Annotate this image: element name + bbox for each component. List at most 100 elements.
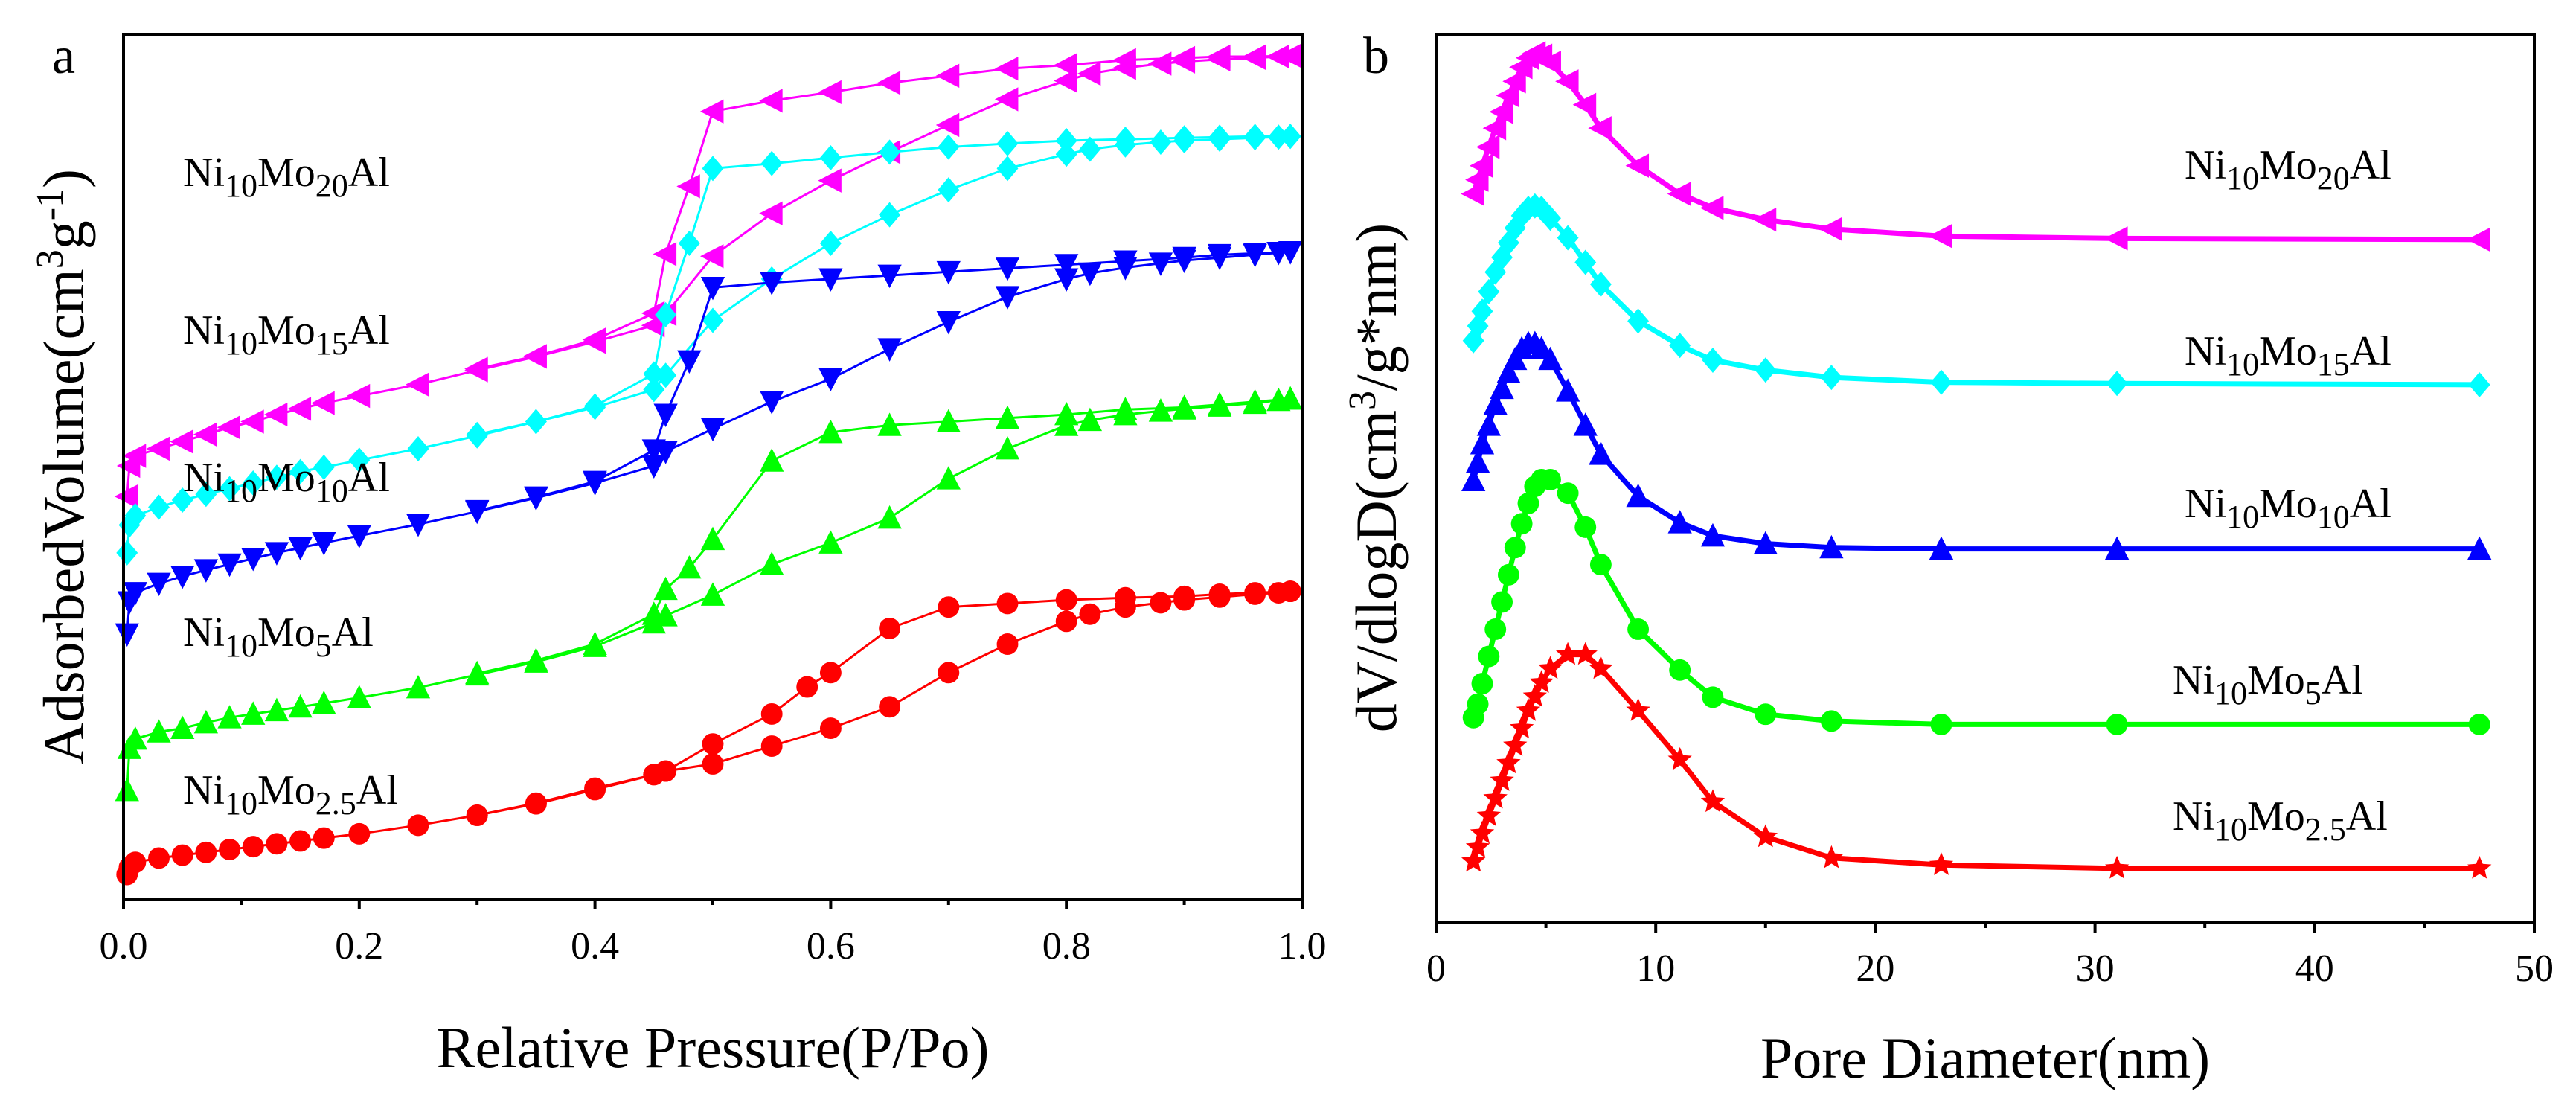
panel-b-series-4 xyxy=(1462,468,2490,735)
data-point xyxy=(1278,386,1303,410)
data-point xyxy=(1491,591,1513,613)
data-point xyxy=(348,447,371,473)
data-point xyxy=(1208,124,1231,150)
panel-a-series-label-2: Ni10Mo15Al xyxy=(183,307,390,362)
panel-a-series-labels: Ni10Mo20Al Ni10Mo15Al Ni10Mo10Al Ni10Mo5Al N… xyxy=(183,150,398,822)
data-point xyxy=(996,633,1019,655)
data-point xyxy=(653,403,678,427)
data-point xyxy=(1502,69,1526,94)
data-point xyxy=(760,735,783,757)
data-point xyxy=(217,553,242,578)
data-point xyxy=(1173,585,1196,607)
data-point xyxy=(1557,482,1579,505)
data-point xyxy=(1461,467,1486,492)
data-point xyxy=(124,851,147,874)
data-point xyxy=(1147,51,1172,76)
data-point xyxy=(122,444,147,468)
panel-a-series-4 xyxy=(115,386,1303,802)
data-point xyxy=(1055,141,1077,167)
data-point xyxy=(877,505,902,529)
data-point xyxy=(700,418,725,442)
data-point xyxy=(583,631,607,655)
data-point xyxy=(995,87,1019,112)
data-point xyxy=(1589,554,1612,576)
data-point xyxy=(2468,713,2490,735)
data-point xyxy=(1755,357,1777,383)
data-point xyxy=(346,383,371,409)
data-point xyxy=(148,494,170,520)
data-point xyxy=(146,436,170,461)
data-point xyxy=(348,822,371,845)
panel-b-x-axis-label: Pore Diameter(nm) xyxy=(1760,1026,2210,1090)
data-point xyxy=(1626,483,1650,508)
data-point xyxy=(702,156,724,182)
data-point xyxy=(1243,388,1267,413)
data-point xyxy=(1077,61,1101,86)
data-point xyxy=(407,435,429,461)
panel-a-y-axis-label: AdsorbedVolume(cm3g-1) xyxy=(29,169,96,764)
data-point xyxy=(241,548,266,572)
data-point xyxy=(676,174,700,199)
data-point xyxy=(1244,124,1266,150)
x-tick-label: 0 xyxy=(1426,947,1446,990)
panel-b-series-labels: Ni10Mo20Al Ni10Mo15Al Ni10Mo10Al Ni10Mo5Al N… xyxy=(2173,142,2391,848)
data-point xyxy=(406,514,431,537)
data-point xyxy=(1471,298,1493,324)
data-point xyxy=(466,804,488,826)
data-point xyxy=(995,286,1020,310)
data-point xyxy=(819,145,842,171)
data-point xyxy=(877,264,902,289)
data-point xyxy=(1504,537,1526,559)
data-point xyxy=(1461,182,1484,206)
data-point xyxy=(241,701,266,725)
data-point xyxy=(1172,246,1196,271)
data-point xyxy=(818,419,843,444)
data-point xyxy=(2467,227,2490,252)
data-point xyxy=(1539,205,1561,231)
data-point xyxy=(1077,407,1103,432)
data-point xyxy=(1112,48,1136,72)
data-point xyxy=(1279,580,1301,603)
data-point xyxy=(995,405,1020,429)
data-point xyxy=(1465,834,1490,858)
data-point xyxy=(312,691,336,714)
x-tick-label: 50 xyxy=(2515,947,2554,990)
data-point xyxy=(641,301,665,326)
panel-a-label: a xyxy=(52,28,75,85)
data-point xyxy=(1470,820,1495,844)
data-point xyxy=(796,676,818,698)
data-point xyxy=(313,454,335,480)
data-point xyxy=(242,470,264,496)
data-point xyxy=(1667,510,1692,534)
data-point xyxy=(1462,327,1484,354)
data-point xyxy=(193,422,217,447)
data-point xyxy=(1752,208,1777,232)
data-point xyxy=(1478,645,1500,668)
panel-a-series-label-5: Ni10Mo2.5Al xyxy=(183,767,398,822)
panel-b: b 0 10 20 30 40 50 Pore Diameter(nm) dV/dlogD… xyxy=(1342,28,2554,1090)
data-point xyxy=(1669,659,1691,681)
data-point xyxy=(1207,391,1232,416)
data-point xyxy=(1079,136,1101,162)
data-point xyxy=(760,551,784,575)
data-point xyxy=(643,764,665,786)
data-point xyxy=(1476,135,1500,159)
data-point xyxy=(1529,670,1554,693)
panel-a-x-axis-label: Relative Pressure(P/Po) xyxy=(436,1015,989,1080)
x-tick-label: 0.2 xyxy=(335,925,383,967)
data-point xyxy=(1820,710,1842,732)
data-point xyxy=(1114,586,1136,609)
panel-a: a 0.0 0.2 0.4 0.6 0.8 1.0 Relative Pressure(P… xyxy=(29,28,1327,1080)
data-point xyxy=(124,503,147,529)
data-point xyxy=(936,466,961,490)
panel-b-series-label-5: Ni10Mo2.5Al xyxy=(2173,793,2388,848)
data-point xyxy=(1207,44,1231,69)
data-point xyxy=(2104,536,2130,560)
data-point xyxy=(289,830,312,852)
x-tick-label: 0.8 xyxy=(1042,925,1091,967)
panel-a-series-1 xyxy=(114,43,1301,509)
data-point xyxy=(465,660,490,685)
data-point xyxy=(1150,129,1172,155)
data-point xyxy=(677,350,702,374)
